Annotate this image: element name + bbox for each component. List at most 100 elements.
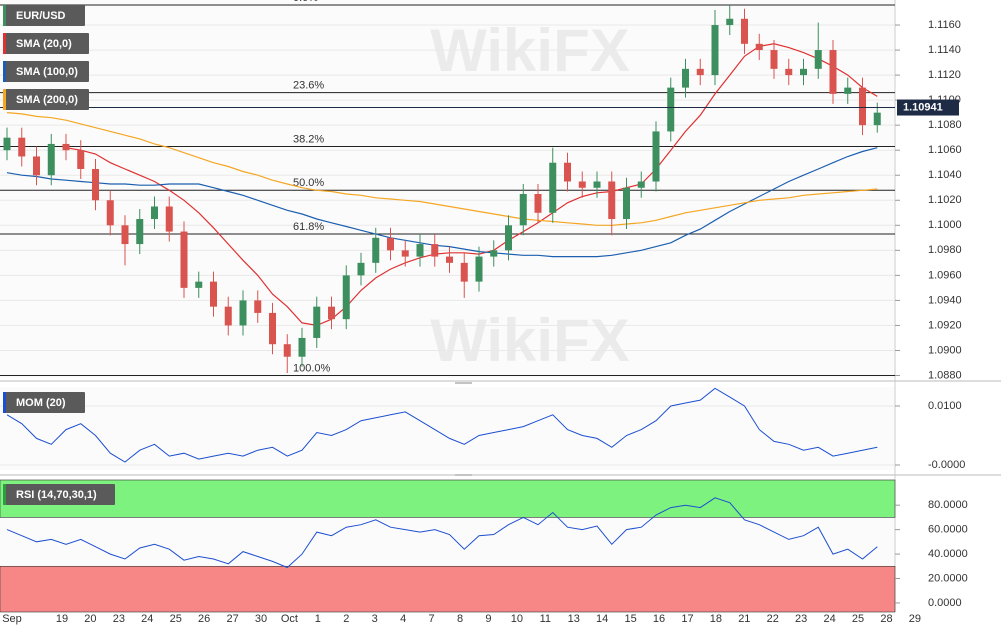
legend-swatch <box>3 33 6 54</box>
candle-body <box>3 137 11 151</box>
x-tick-label: 26 <box>198 613 210 625</box>
x-tick-label: 15 <box>624 613 636 625</box>
candle-body <box>254 300 262 313</box>
candle-body <box>47 143 55 176</box>
y-tick-label: 1.1120 <box>928 69 961 81</box>
x-tick-label: 25 <box>852 613 864 625</box>
candle-body <box>564 162 571 182</box>
candle-body <box>652 131 660 182</box>
x-tick-label: 28 <box>880 613 892 625</box>
price-panel <box>0 0 895 378</box>
sma-line <box>6 112 878 226</box>
rsi-oversold-band <box>0 565 896 613</box>
candle-body <box>800 68 807 76</box>
candle-body <box>342 275 350 320</box>
y-tick-label: 1.1020 <box>928 194 962 206</box>
candle-body <box>313 306 321 338</box>
candle-body <box>623 187 630 220</box>
candle-body <box>195 281 203 288</box>
candle-body <box>62 143 70 151</box>
y-tick-label: 1.1060 <box>928 144 962 156</box>
candle-body <box>637 181 645 188</box>
legend-box <box>3 392 85 413</box>
x-tick-label: 8 <box>457 613 463 625</box>
candle-body <box>741 18 748 44</box>
y-tick-label: 1.0940 <box>928 294 962 306</box>
momentum-panel <box>0 387 895 470</box>
candle-body <box>416 244 424 257</box>
candle-body <box>578 181 586 188</box>
candle-body <box>873 112 881 126</box>
candle-body <box>608 181 616 220</box>
y-tick-label: 1.0980 <box>928 244 962 256</box>
candle-body <box>136 219 144 245</box>
x-tick-label: 1 <box>315 613 321 625</box>
x-tick-label: 30 <box>255 613 267 625</box>
y-tick-label: 1.0900 <box>928 344 962 356</box>
candle-body <box>519 194 527 226</box>
candle-body <box>814 50 822 69</box>
candle-body <box>460 262 468 282</box>
legend-label: SMA (20,0) <box>16 38 72 50</box>
candle-body <box>505 225 512 251</box>
candle-body <box>475 256 483 282</box>
x-tick-label: 14 <box>596 613 608 625</box>
y-tick-label: 1.1000 <box>928 219 962 231</box>
legend-label: SMA (100,0) <box>16 66 78 78</box>
candle-body <box>180 231 188 288</box>
x-tick-label: 19 <box>56 613 68 625</box>
candle-body <box>239 300 247 326</box>
y-tick-label: 0.0000 <box>928 597 962 609</box>
candle-body <box>33 156 40 176</box>
y-tick-label: 1.1140 <box>928 44 961 56</box>
candle-body <box>387 237 394 251</box>
x-tick-label: 10 <box>511 613 523 625</box>
x-tick-label: 13 <box>568 613 580 625</box>
watermark: WikiFX <box>430 307 629 374</box>
candle-body <box>490 250 498 257</box>
candle-body <box>534 194 542 213</box>
candle-body <box>372 237 380 263</box>
x-tick-label: 27 <box>226 613 238 625</box>
candle-body <box>726 18 734 26</box>
y-tick-label: 1.0880 <box>928 369 962 381</box>
fib-label: 61.8% <box>293 221 324 233</box>
legend-label: MOM (20) <box>16 397 66 409</box>
legend-box <box>3 33 89 54</box>
fib-label: 38.2% <box>293 133 324 145</box>
x-tick-label: 21 <box>738 613 750 625</box>
candle-body <box>106 200 114 226</box>
candle-body <box>446 256 453 263</box>
candle-body <box>696 68 704 76</box>
legend-label: SMA (200,0) <box>16 94 78 106</box>
x-tick-label: 11 <box>540 613 551 625</box>
candle-body <box>844 87 852 94</box>
x-tick-label: 29 <box>909 613 921 625</box>
legend-swatch <box>3 392 6 413</box>
x-tick-label: 22 <box>767 613 779 625</box>
y-tick-label: -0.0000 <box>928 459 965 471</box>
legend-label: RSI (14,70,30,1) <box>16 489 97 501</box>
candle-body <box>283 344 291 357</box>
candle-body <box>667 87 675 132</box>
candle-body <box>269 312 276 345</box>
last-price-label: 1.10941 <box>903 101 943 113</box>
y-tick-label: 1.1040 <box>928 169 962 181</box>
legend-box <box>3 61 89 82</box>
candle-body <box>431 244 439 257</box>
x-tick-label: 17 <box>681 613 693 625</box>
candle-body <box>77 150 85 169</box>
candle-body <box>151 206 158 220</box>
candle-body <box>785 68 793 76</box>
sma-line <box>6 147 878 258</box>
y-tick-label: 1.0920 <box>928 319 962 331</box>
y-tick-label: 80.0000 <box>928 499 968 511</box>
y-tick-label: 0.0100 <box>928 400 962 412</box>
legend-label: EUR/USD <box>16 10 66 22</box>
legend-swatch <box>3 5 6 26</box>
fib-label: 23.6% <box>293 80 324 92</box>
candle-body <box>711 25 719 76</box>
rsi-overbought-band <box>0 479 896 518</box>
legend-swatch <box>3 61 6 82</box>
